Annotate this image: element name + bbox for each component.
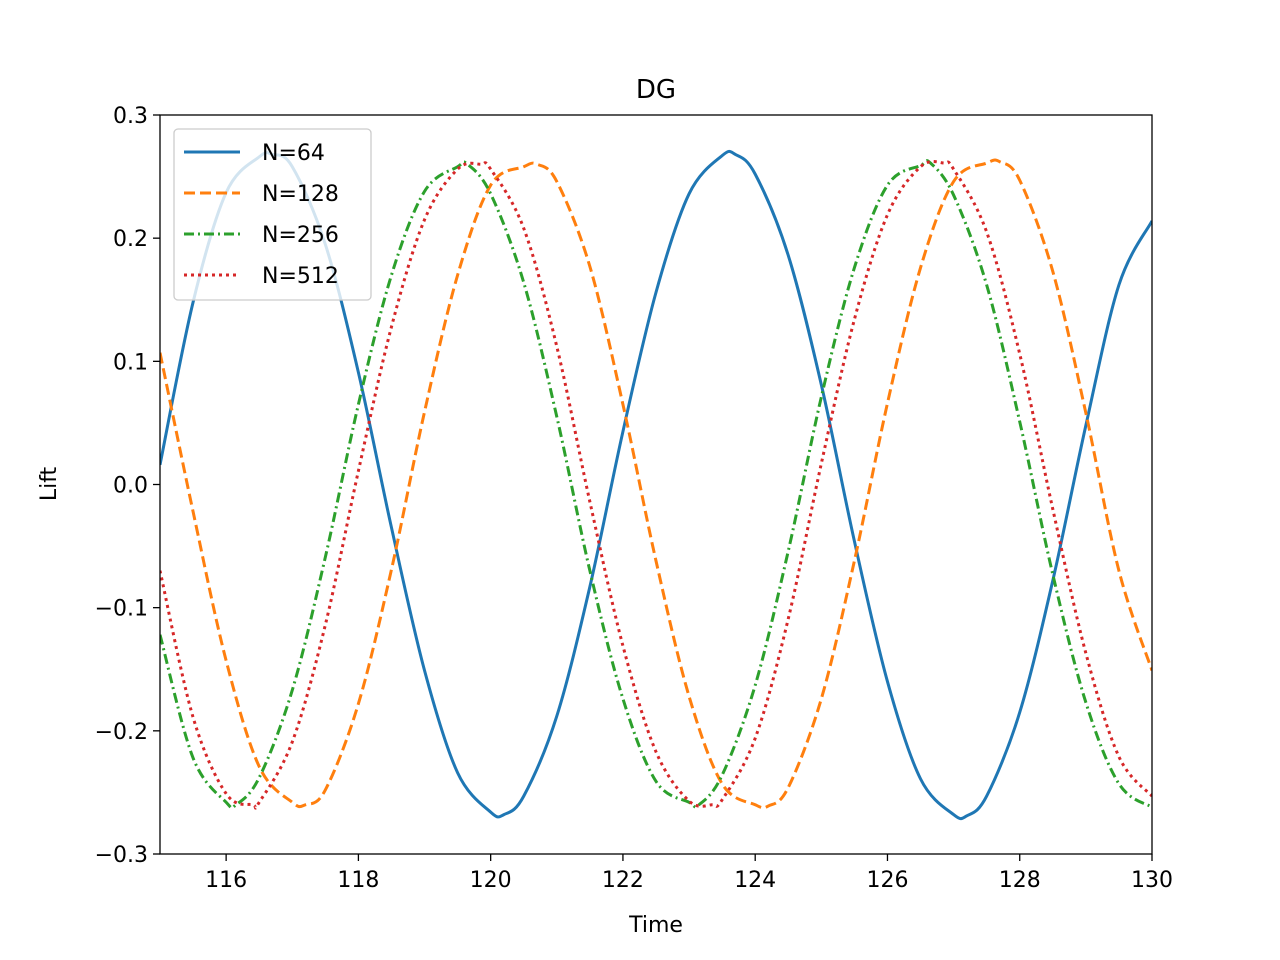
x-tick-label: 120: [470, 868, 512, 893]
x-tick-label: 128: [999, 868, 1041, 893]
x-tick-label: 118: [337, 868, 379, 893]
series-line-n-128: [160, 158, 1152, 810]
x-tick-label: 130: [1131, 868, 1173, 893]
x-tick-label: 122: [602, 868, 644, 893]
legend-label: N=64: [262, 141, 325, 166]
y-tick-label: 0.2: [113, 227, 148, 252]
legend: N=64 N=128 N=256 N=512: [173, 128, 372, 301]
y-axis-label: Lift: [37, 466, 62, 501]
y-tick-label: −0.1: [95, 597, 148, 622]
y-tick-label: 0.3: [113, 104, 148, 129]
chart-title: DG: [636, 75, 676, 105]
y-tick-label: 0.1: [113, 350, 148, 375]
legend-box: [173, 128, 372, 301]
series-line-n-512: [160, 159, 1152, 810]
y-tick-label: −0.2: [95, 720, 148, 745]
legend-label: N=512: [262, 264, 339, 289]
y-tick-label: 0.0: [113, 474, 148, 499]
x-axis: 116 118 120 122 124 126 128 130: [205, 854, 1173, 893]
x-tick-label: 126: [866, 868, 908, 893]
y-tick-label: −0.3: [95, 843, 148, 868]
y-axis: −0.3 −0.2 −0.1 0.0 0.1 0.2 0.3: [95, 104, 160, 868]
x-axis-label: Time: [628, 913, 683, 938]
x-tick-label: 116: [205, 868, 247, 893]
legend-label: N=128: [262, 182, 339, 207]
x-tick-label: 124: [734, 868, 776, 893]
series-line-n-256: [160, 159, 1152, 810]
legend-label: N=256: [262, 223, 339, 248]
